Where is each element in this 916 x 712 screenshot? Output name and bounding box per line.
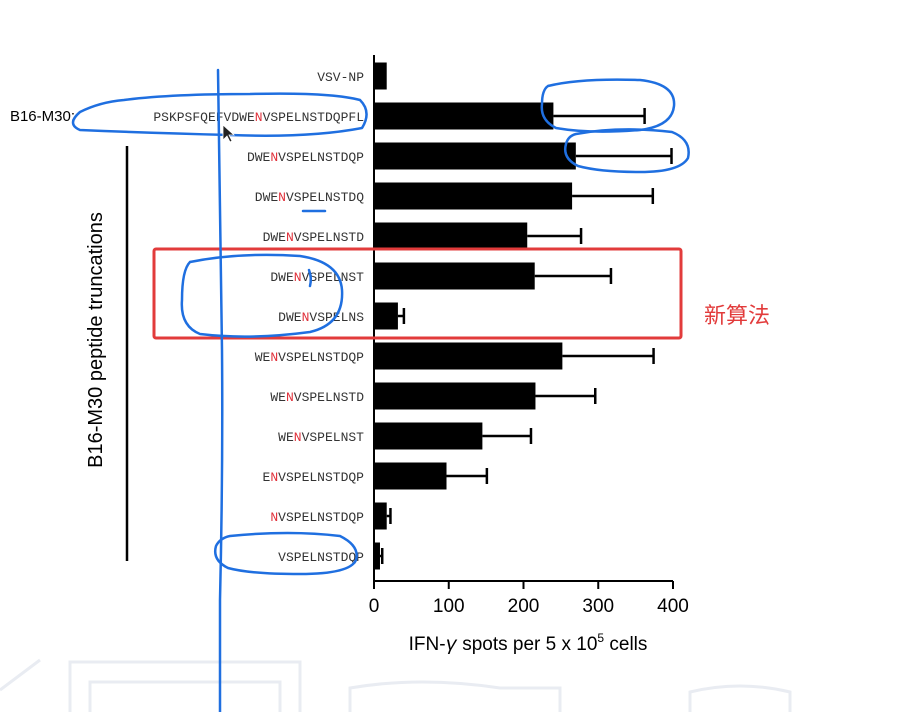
label-mutation: N [270,470,278,485]
label-suffix: VSPELNSTD [294,230,364,245]
label-mutation: N [294,270,302,285]
label-suffix: VSPELNST [302,430,365,445]
highlight-box [152,247,683,340]
bar [374,182,573,210]
x-tick-label: 200 [508,596,540,617]
pen-circle-error-2 [564,128,690,174]
x-ticks: 0 100 200 300 400 [369,581,689,617]
x-tick-label: 0 [369,596,380,617]
label-mutation: N [255,110,263,125]
label-prefix: DWE [247,150,271,165]
pen-ellipse-full-peptide [71,92,368,137]
label-prefix: WE [278,430,294,445]
category-label: DWENVSPELNSTDQP [247,150,364,165]
bar [374,382,536,410]
x-axis-label-suffix: cells [604,634,647,655]
label-prefix: DWE [278,310,302,325]
label-mutation: N [270,350,278,365]
x-axis-label-gamma: γ [446,634,458,656]
label-suffix: VSPELNS [309,310,364,325]
label-prefix: WE [270,390,286,405]
category-label: DWENVSPELNSTDQ [255,190,364,205]
x-tick-label: 100 [433,596,465,617]
bar [374,342,563,370]
category-label: ENVSPELNSTDQP [263,470,365,485]
category-label: VSV-NP [317,70,364,85]
category-label: DWENVSPELNS [278,310,364,325]
bars-layer [374,62,673,570]
category-labels: VSV-NPPSKPSFQEFVDWENVSPELNSTDQPFLDWENVSP… [153,70,364,565]
x-axis-label-mid: spots per 5 x 10 [457,634,597,655]
bar [374,262,535,290]
pen-vertical-line [216,68,224,712]
label-suffix: VSPELNSTDQP [278,470,364,485]
annotation-text: 新算法 [704,303,770,328]
category-label: DWENVSPELNST [270,270,364,285]
label-mutation: N [270,510,278,525]
background-decoration [0,658,792,712]
category-label: DWENVSPELNSTD [263,230,365,245]
label-prefix: DWE [263,230,287,245]
bar [374,542,380,570]
category-label: PSKPSFQEFVDWENVSPELNSTDQPFL [153,110,364,125]
x-axis-label: IFN-γ spots per 5 x 105 cells [409,631,648,656]
pen-annotations [71,68,690,712]
prefix-label: B16-M30: [10,108,75,125]
label-prefix: DWE [255,190,279,205]
label-suffix: VSPELNSTDQPFL [263,110,364,125]
label-mutation: N [302,310,310,325]
category-label: WENVSPELNSTDQP [255,350,364,365]
label-prefix: DWE [270,270,294,285]
bar [374,102,554,130]
category-label: WENVSPELNST [278,430,364,445]
category-label: VSPELNSTDQP [278,550,364,565]
x-axis-label-sup: 5 [597,631,604,645]
label-suffix: VSPELNSTDQP [278,150,364,165]
label-prefix: VSV-NP [317,70,364,85]
bar [374,462,447,490]
label-mutation: N [278,190,286,205]
bar [374,142,576,170]
label-suffix: VSPELNSTDQ [286,190,364,205]
pen-circle-truncations [180,253,344,338]
label-prefix: WE [255,350,271,365]
bar [374,502,387,530]
x-tick-label: 400 [657,596,689,617]
label-mutation: N [286,230,294,245]
bar [374,422,483,450]
label-suffix: VSPELNST [302,270,365,285]
mouse-cursor-icon [222,124,236,143]
label-suffix: VSPELNSTDQP [278,510,364,525]
category-label: WENVSPELNSTD [270,390,364,405]
x-tick-label: 300 [582,596,614,617]
label-suffix: VSPELNSTDQP [278,550,364,565]
label-suffix: VSPELNSTD [294,390,364,405]
label-prefix: E [263,470,271,485]
label-mutation: N [286,390,294,405]
label-prefix: PSKPSFQEFVDWE [153,110,255,125]
pen-tick-mark [307,268,313,288]
bar [374,222,528,250]
bar [374,62,387,90]
pen-circle-shortest [214,531,358,576]
category-label: NVSPELNSTDQP [270,510,364,525]
label-mutation: N [270,150,278,165]
label-mutation: N [294,430,302,445]
x-axis-label-prefix: IFN- [409,634,446,655]
label-suffix: VSPELNSTDQP [278,350,364,365]
bar [374,302,398,330]
pen-circle-error-1 [540,78,676,133]
y-axis-label: B16-M30 peptide truncations [85,212,107,468]
